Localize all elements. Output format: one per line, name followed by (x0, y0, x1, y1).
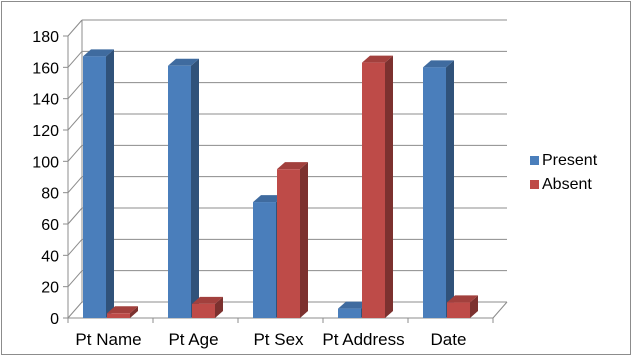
x-tick-labels: Pt Name Pt Age Pt Sex Pt Address Date (75, 330, 466, 349)
bar-present-0 (83, 49, 114, 318)
y-tick-label: 140 (32, 92, 59, 109)
bar-side (215, 296, 223, 318)
gridline-diag (67, 51, 83, 68)
bar-side (385, 55, 393, 319)
gridline-diag (67, 113, 83, 131)
y-tick-label: 120 (32, 123, 59, 140)
floor-edge (492, 301, 508, 319)
bar-front (423, 67, 446, 318)
legend-swatch-present (530, 156, 539, 165)
gridline-diag (67, 301, 83, 319)
legend: Present Absent (530, 152, 598, 193)
x-tick-label: Date (431, 330, 467, 349)
bar-absent-1 (192, 296, 223, 318)
bar-top (253, 195, 284, 203)
bar-front (447, 302, 470, 318)
gridline-diag (67, 207, 83, 225)
x-tick-label: Pt Address (322, 330, 404, 349)
bar-absent-2 (277, 162, 308, 318)
bar-front (253, 202, 276, 318)
y-tick-label: 20 (41, 280, 59, 297)
bar-top (277, 162, 308, 170)
bar-front (338, 308, 361, 318)
y-tick-labels: 0 20 40 60 80 100 120 140 160 180 (32, 29, 59, 328)
bar-top (362, 55, 393, 63)
bar-absent-0 (107, 306, 138, 318)
bar-top (107, 306, 138, 314)
bar-side (470, 295, 478, 318)
bar-side (106, 49, 114, 318)
bar-front (107, 313, 130, 318)
bar-front (83, 56, 106, 318)
bar-front (362, 62, 385, 319)
gridline-diag (67, 270, 83, 287)
y-tick-label: 40 (41, 248, 59, 265)
y-tick-label: 80 (41, 186, 59, 203)
bar-absent-3 (362, 55, 393, 319)
bar-front (192, 303, 215, 318)
bar-top (168, 58, 199, 66)
y-tick-label: 60 (41, 217, 59, 234)
bar-absent-4 (447, 295, 478, 318)
bar-top (338, 301, 369, 309)
bar-top (83, 49, 114, 57)
bars (83, 49, 478, 319)
gridline-diag (67, 82, 83, 99)
gridline-diag (67, 145, 83, 162)
bar-side (191, 58, 199, 319)
gridline-diag (67, 19, 83, 37)
bar-side (300, 162, 308, 318)
y-tick-label: 180 (32, 29, 59, 46)
bar-side (446, 60, 454, 318)
y-tick-label: 0 (50, 311, 59, 328)
x-tick-label: Pt Sex (253, 330, 304, 349)
bar-present-4 (423, 60, 454, 318)
legend-label-absent: Absent (542, 176, 592, 193)
gridline-diag (67, 176, 83, 193)
x-tick-label: Pt Name (75, 330, 141, 349)
bar-top (192, 296, 223, 304)
legend-swatch-absent (530, 180, 539, 189)
y-tick-label: 160 (32, 60, 59, 77)
bar-top (423, 60, 454, 68)
bar-front (168, 65, 191, 319)
gridline-diag (67, 239, 83, 256)
y-tick-label: 100 (32, 154, 59, 171)
bar-side (130, 306, 138, 318)
bar-top (447, 295, 478, 303)
legend-label-present: Present (542, 152, 598, 169)
bar-present-1 (168, 58, 199, 319)
x-tick-label: Pt Age (168, 330, 218, 349)
bar-front (277, 169, 300, 318)
